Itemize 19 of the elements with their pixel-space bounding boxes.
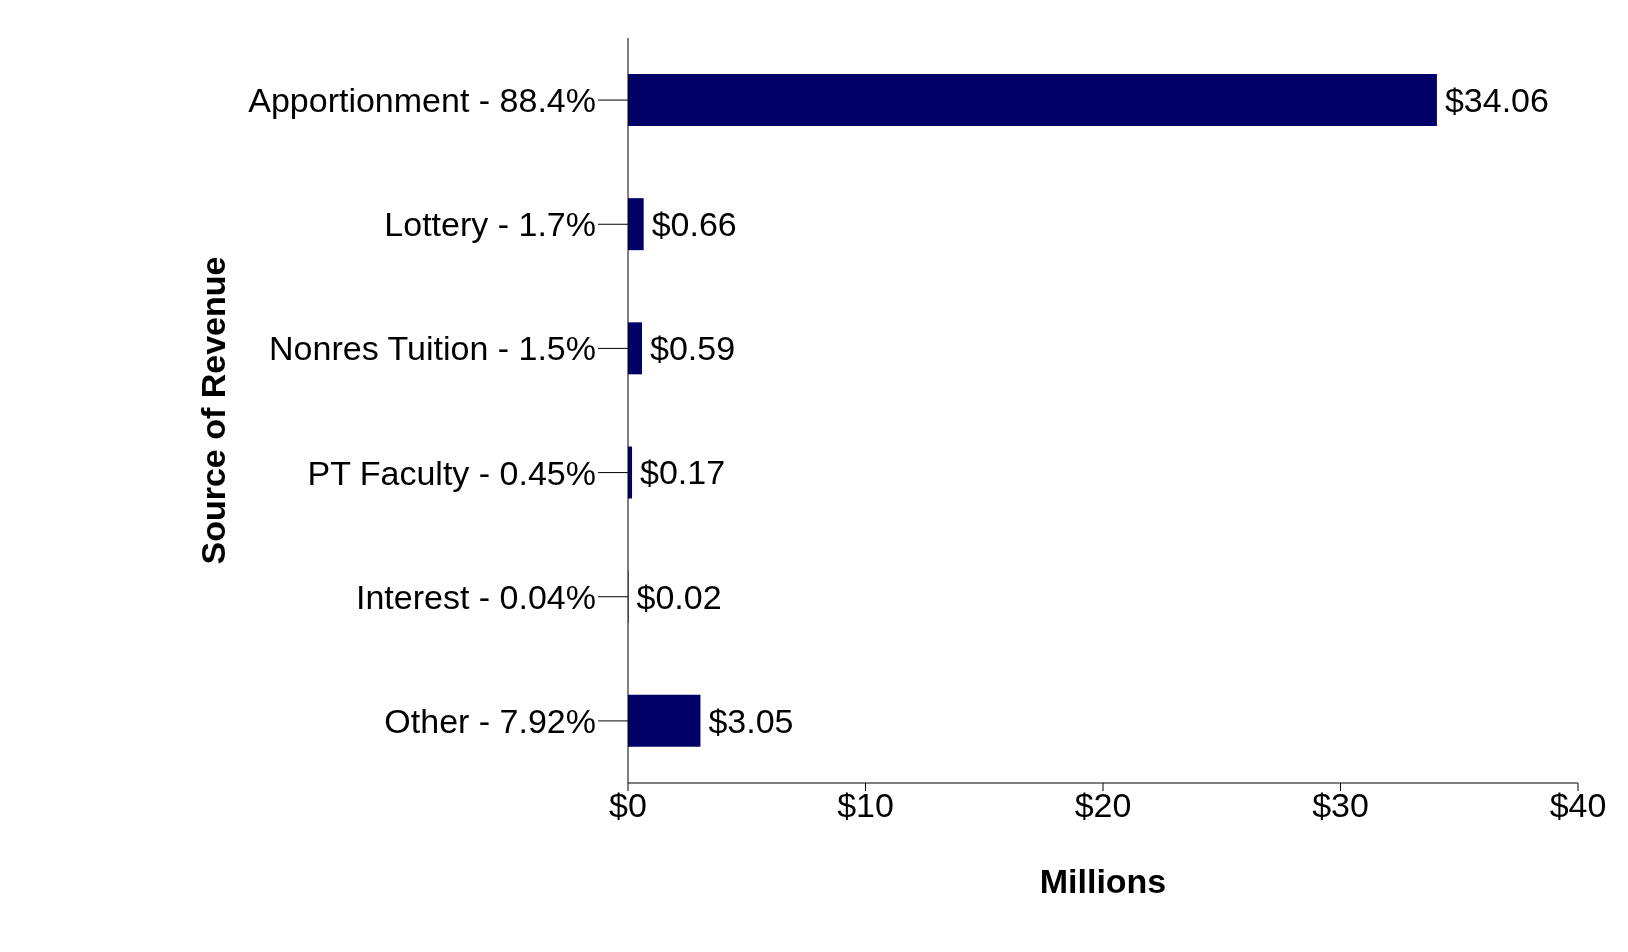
x-tick-label: $10 — [837, 786, 894, 825]
x-tick-label: $20 — [1074, 786, 1132, 825]
y-tick-label: Other - 7.92% — [384, 701, 596, 740]
y-tick-label: PT Faculty - 0.45% — [307, 453, 596, 492]
data-label: $3.05 — [708, 701, 794, 740]
x-tick-label: $30 — [1312, 786, 1369, 825]
x-axis-title: Millions — [1039, 862, 1167, 900]
x-tick-label: $40 — [1549, 786, 1607, 825]
data-label: $34.06 — [1444, 80, 1549, 119]
y-tick-label: Interest - 0.04% — [355, 577, 596, 616]
data-label: $0.66 — [651, 205, 737, 244]
data-label: $0.17 — [640, 453, 726, 492]
data-label: $0.02 — [636, 577, 722, 616]
y-tick-label: Apportionment - 88.4% — [248, 81, 596, 120]
y-tick-label: Lottery - 1.7% — [384, 205, 596, 244]
x-tick-label: $0 — [609, 786, 647, 825]
y-axis-title: Source of Revenue — [194, 256, 233, 565]
data-label: $0.59 — [650, 329, 736, 368]
y-tick-label: Nonres Tuition - 1.5% — [269, 329, 596, 368]
